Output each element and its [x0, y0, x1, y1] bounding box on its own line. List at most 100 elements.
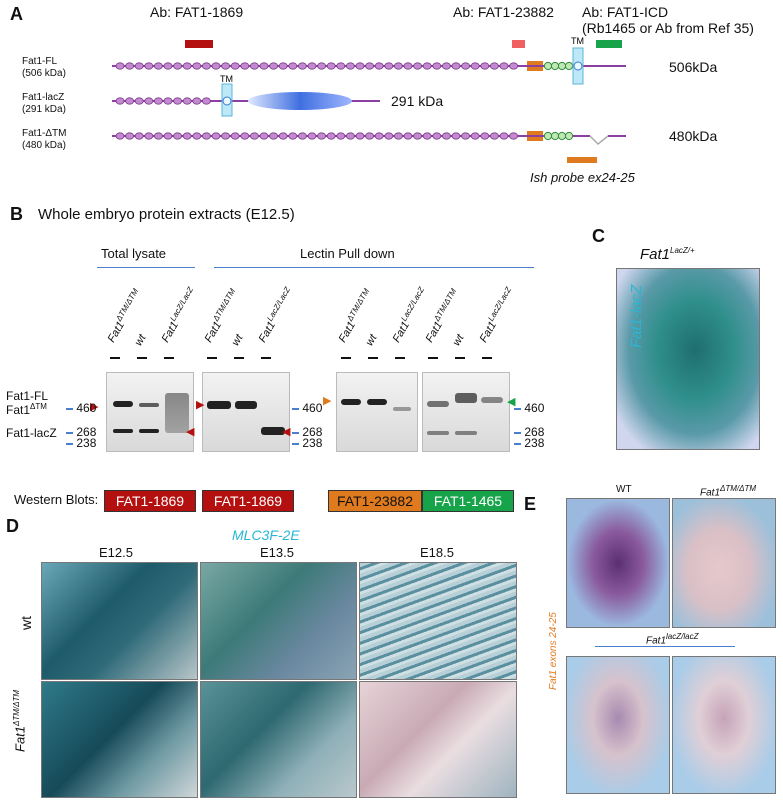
- cadherin-repeat: [403, 132, 413, 140]
- blot1-arrow-lacz: ◀: [186, 426, 195, 438]
- marker-460-a: 460: [66, 401, 96, 415]
- cadherin-repeat: [192, 97, 202, 105]
- cadherin-repeat: [297, 62, 307, 70]
- cadherin-repeat: [221, 132, 231, 140]
- cadherin-repeat: [499, 132, 509, 140]
- tm-label-fl: TM: [571, 36, 584, 46]
- wb-box-1869-b: FAT1-1869: [202, 490, 294, 512]
- row-wt-label: wt: [18, 616, 34, 630]
- lane-dash: [234, 357, 244, 359]
- cadherin-repeat: [393, 62, 403, 70]
- stage-e135: E13.5: [260, 545, 294, 560]
- panel-e-label: E: [524, 494, 537, 514]
- row-lacz-name: Fat1-lacZ: [22, 92, 65, 103]
- cadherin-repeat: [269, 132, 279, 140]
- lacz-domain: [248, 92, 352, 110]
- cadherin-repeat: [115, 132, 125, 140]
- lane-dash: [261, 357, 271, 359]
- e-bottom-label: Fat1lacZ/lacZ: [646, 632, 699, 647]
- e-side-label: Fat1 exons 24-25: [548, 612, 559, 690]
- cadherin-repeat: [144, 132, 154, 140]
- e-col-mut: Fat1ΔTM/ΔTM: [700, 484, 757, 499]
- cadherin-repeat: [125, 62, 135, 70]
- wb-box-23882: FAT1-23882: [328, 490, 422, 512]
- cadherin-repeat: [461, 62, 471, 70]
- panel-b-label: B: [10, 204, 23, 224]
- lane-dash: [482, 357, 492, 359]
- cadherin-repeat: [470, 132, 480, 140]
- lane-dash: [395, 357, 405, 359]
- cadherin-repeat: [230, 62, 240, 70]
- cadherin-repeat: [201, 132, 211, 140]
- e-wt-photo: [566, 498, 670, 628]
- cadherin-repeat: [307, 132, 317, 140]
- egf-repeat: [543, 131, 553, 141]
- blot1-arrow: ▶: [90, 401, 99, 413]
- protein-schematic: TM TM: [112, 36, 626, 163]
- blot2-arrow-lacz: ◀: [282, 426, 291, 438]
- epitope-icd-bar: [596, 40, 622, 48]
- cadherin-repeat: [461, 132, 471, 140]
- lane-label: Fat1LacZ/LacZ: [477, 285, 514, 345]
- row-dtm-size: 480kDa: [669, 128, 718, 144]
- cadherin-repeat: [384, 132, 394, 140]
- cadherin-repeat: [413, 132, 423, 140]
- band-lacz-label: Fat1-lacZ: [6, 426, 57, 440]
- blot2-arrow: ▶: [196, 399, 205, 411]
- cadherin-repeat: [288, 132, 298, 140]
- cadherin-repeat: [163, 97, 173, 105]
- cadherin-repeat: [115, 97, 125, 105]
- cadherin-repeat: [355, 62, 365, 70]
- epitope-23882-bar: [512, 40, 525, 48]
- group2-line: [214, 267, 534, 268]
- marker-238-c: 238: [514, 436, 544, 450]
- marker-268-b: 268: [292, 425, 322, 439]
- row-lacz-kda: (291 kDa): [22, 104, 66, 115]
- cadherin-repeat: [163, 62, 173, 70]
- fl-cadherin-repeats: [115, 62, 518, 70]
- cadherin-repeat: [489, 132, 499, 140]
- ish-probe-bar: [567, 157, 597, 163]
- cadherin-repeat: [115, 62, 125, 70]
- cadherin-repeat: [374, 132, 384, 140]
- lane-dash: [428, 357, 438, 359]
- cadherin-repeat: [336, 62, 346, 70]
- cadherin-repeat: [288, 62, 298, 70]
- cadherin-repeat: [441, 62, 451, 70]
- panel-c-title: Fat1LacZ/+: [640, 246, 695, 263]
- e-mut-photo: [672, 498, 776, 628]
- cadherin-repeat: [432, 132, 442, 140]
- lane-dash: [164, 357, 174, 359]
- blot-4: [422, 372, 510, 452]
- band-dtm-label: Fat1ΔTM: [6, 402, 47, 417]
- egf-repeat: [550, 61, 560, 71]
- lane-label: Fat1LacZ/LacZ: [159, 285, 196, 345]
- egf-repeat: [564, 131, 574, 141]
- cadherin-repeat: [134, 62, 144, 70]
- cadherin-repeat: [317, 132, 327, 140]
- row-fl-kda: (506 kDa): [22, 68, 66, 79]
- e-lacz-photo-2: [672, 656, 776, 794]
- cadherin-repeat: [153, 97, 163, 105]
- cadherin-repeat: [192, 62, 202, 70]
- cadherin-repeat: [413, 62, 423, 70]
- marker-238-a: 238: [66, 436, 96, 450]
- cadherin-repeat: [240, 132, 250, 140]
- panel-b-title: Whole embryo protein extracts (E12.5): [38, 206, 295, 223]
- cadherin-repeat: [153, 62, 163, 70]
- cadherin-repeat: [374, 62, 384, 70]
- epitope-1869-bar: [185, 40, 213, 48]
- lane-dash: [137, 357, 147, 359]
- cadherin-repeat: [269, 62, 279, 70]
- ish-probe-label: Ish probe ex24-25: [530, 170, 635, 185]
- row-lacz-size: 291 kDa: [391, 93, 444, 109]
- marker-460-c: 460: [514, 401, 544, 415]
- cadherin-repeat: [384, 62, 394, 70]
- cadherin-repeat: [326, 132, 336, 140]
- cadherin-repeat: [480, 132, 490, 140]
- egf-repeat: [550, 131, 560, 141]
- cadherin-repeat: [422, 62, 432, 70]
- band-fl-label: Fat1-FL: [6, 389, 49, 403]
- cadherin-repeat: [125, 132, 135, 140]
- cadherin-repeat: [403, 62, 413, 70]
